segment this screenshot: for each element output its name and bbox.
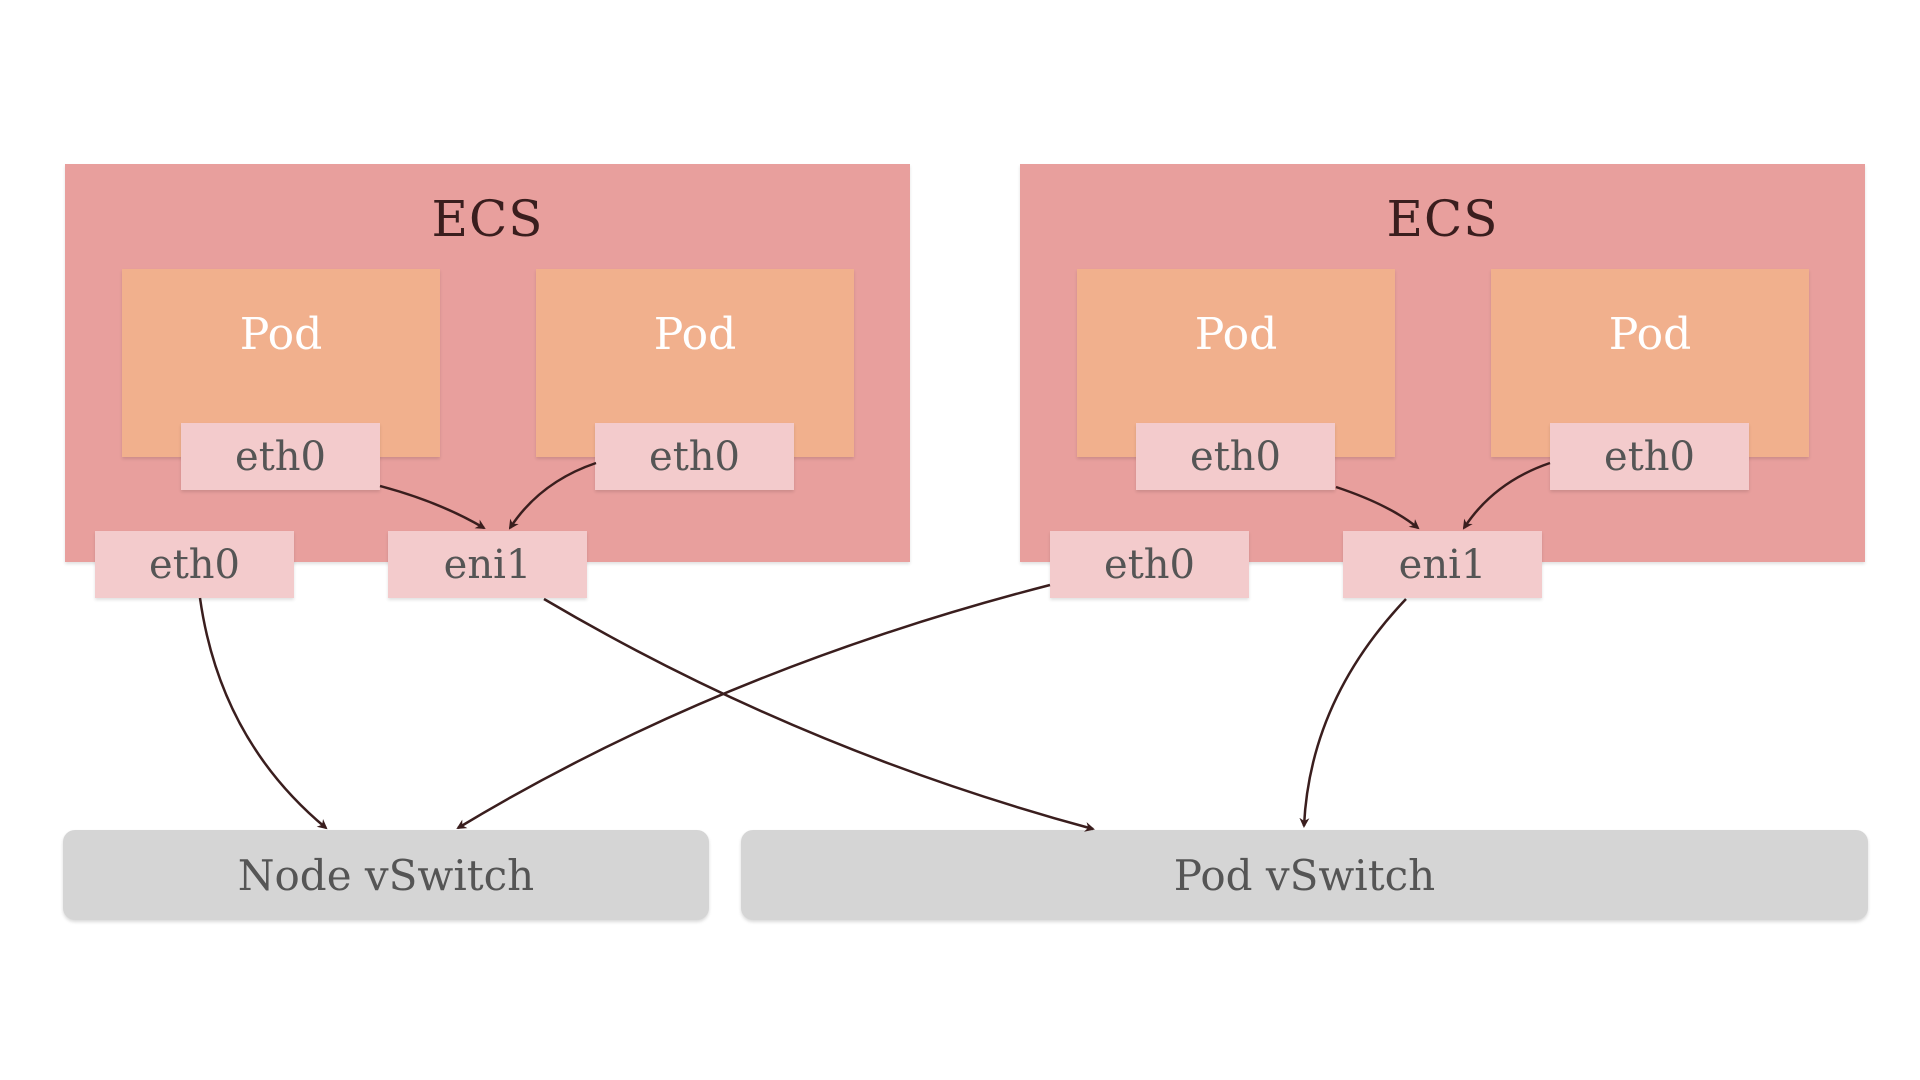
arrow-pod-1-1-to-eni1 [379,484,486,530]
node-vswitch: Node vSwitch [63,830,709,920]
pod-vswitch: Pod vSwitch [741,830,1868,920]
arrow-pod-2-2-to-eni1 [1462,461,1551,530]
arrow-host-2-eni1-to-pod-vswitch [1299,598,1407,828]
pod-2-1-eth0: eth0 [1136,423,1335,490]
host-2-eni1: eni1 [1343,531,1542,598]
ecs-host-1-label: ECS [431,190,544,248]
arrow-pod-1-2-to-eni1 [508,461,597,530]
host-1-eni1: eni1 [388,531,587,598]
pod-2-1-label: Pod [1194,309,1278,360]
pod-2-2-eth0: eth0 [1550,423,1749,490]
ecs-host-2-label: ECS [1386,190,1499,248]
host-2-node-eth0: eth0 [1050,531,1249,598]
pod-1-1-eth0: eth0 [181,423,380,490]
arrow-host-1-eth0-to-node-vswitch [198,597,328,830]
arrow-pod-2-1-to-eni1 [1335,485,1420,530]
host-1-node-eth0: eth0 [95,531,294,598]
arrow-host-2-eth0-to-node-vswitch [456,583,1051,830]
pod-1-2-label: Pod [653,309,737,360]
pod-2-2-label: Pod [1608,309,1692,360]
arrow-host-1-eni1-to-pod-vswitch [543,597,1095,832]
pod-1-1-label: Pod [239,309,323,360]
pod-1-2-eth0: eth0 [595,423,794,490]
